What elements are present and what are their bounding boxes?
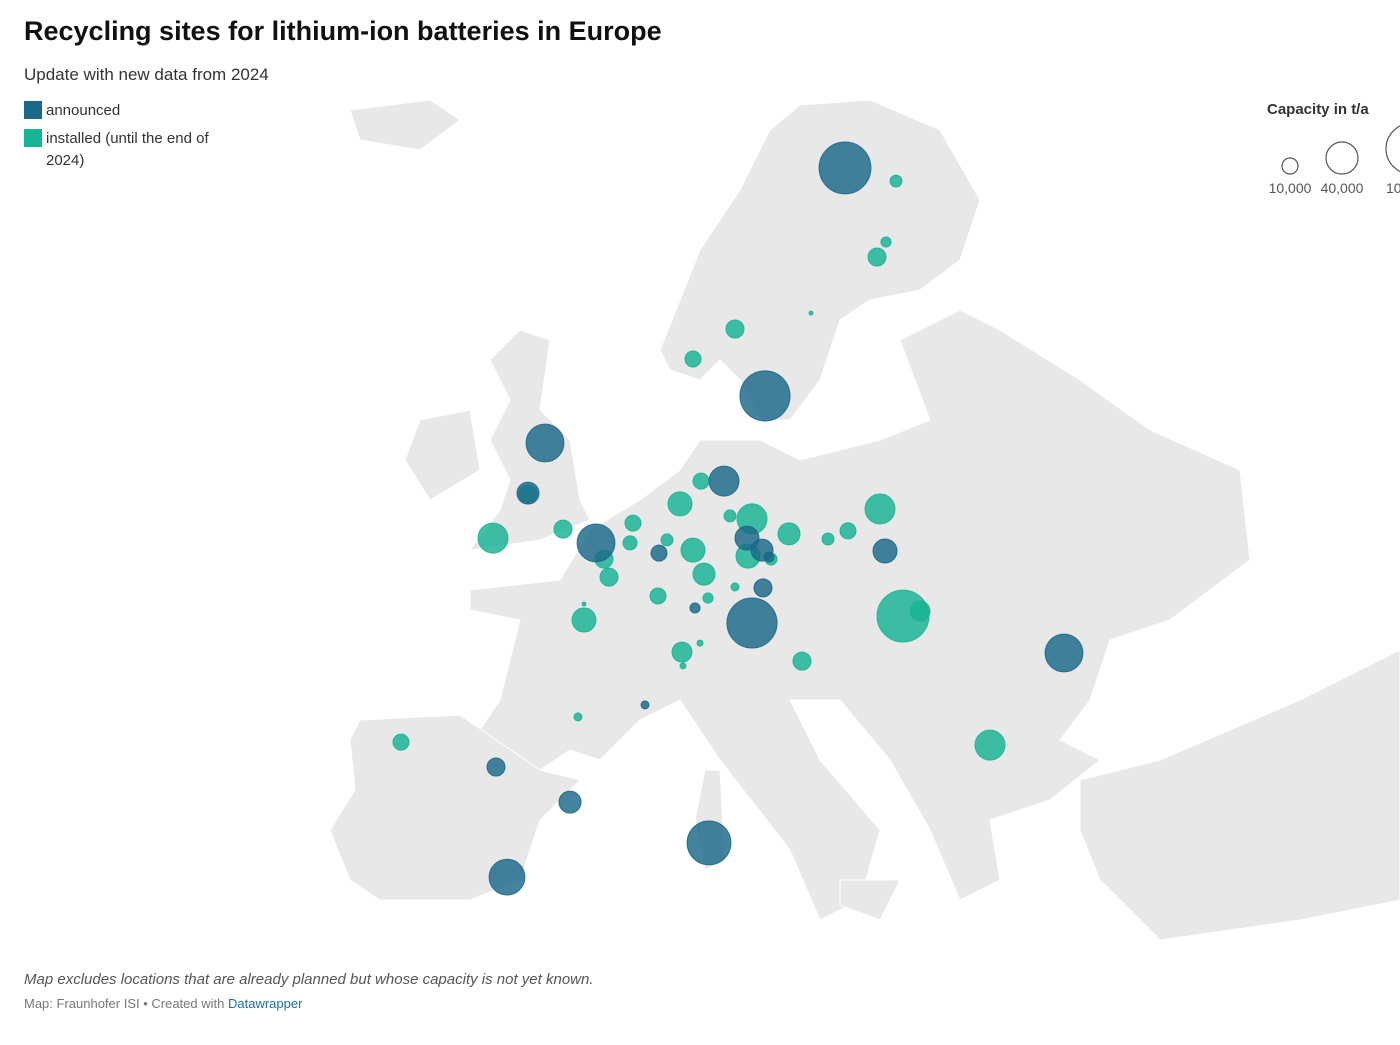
land-anatolia (1079, 649, 1400, 941)
subtitle: Update with new data from 2024 (24, 65, 269, 84)
source-link[interactable]: Datawrapper (228, 996, 303, 1011)
site-bubble (821, 532, 835, 546)
site-bubble (689, 602, 701, 614)
legend-label: announced (46, 102, 121, 119)
source-text: Map: Fraunhofer ISI • Created with (24, 996, 225, 1011)
site-bubble (763, 551, 775, 563)
land-iberia (329, 714, 581, 901)
site-bubble (723, 509, 737, 523)
size-legend-label: 10,000 (1269, 180, 1312, 196)
site-bubble (792, 651, 812, 671)
site-bubble (486, 757, 506, 777)
legend-swatch (24, 101, 42, 119)
title: Recycling sites for lithium-ion batterie… (24, 16, 662, 46)
site-bubble (692, 562, 716, 586)
legend-item: installed (until the end of 2024) (24, 128, 224, 172)
site-bubble (488, 858, 526, 896)
site-bubble (516, 481, 540, 505)
site-bubble (680, 537, 706, 563)
land-sicily (839, 879, 901, 921)
land-continent (469, 309, 1251, 921)
site-bubble (867, 247, 887, 267)
site-bubble (622, 535, 638, 551)
site-bubble (889, 174, 903, 188)
site-bubble (1044, 633, 1084, 673)
site-bubble (650, 544, 668, 562)
legend-item: announced (24, 100, 224, 122)
legend-swatch (24, 129, 42, 147)
site-bubble (581, 601, 587, 607)
land-ireland (404, 409, 481, 501)
site-bubble (553, 519, 573, 539)
site-bubble (739, 370, 791, 422)
size-legend-label: 100,000 (1386, 180, 1400, 196)
site-bubble (872, 538, 898, 564)
size-legend-circle (1281, 157, 1299, 175)
site-bubble (392, 733, 410, 751)
site-bubble (777, 522, 801, 546)
size-legend-label: 40,000 (1321, 180, 1364, 196)
site-bubble (726, 597, 778, 649)
note: Map excludes locations that are already … (24, 971, 594, 988)
source: Map: Fraunhofer ISI • Created with Dataw… (24, 996, 302, 1011)
site-bubble (880, 236, 892, 248)
legend-label: installed (until the end of 2024) (46, 130, 209, 169)
site-bubble (692, 472, 710, 490)
site-bubble (974, 729, 1006, 761)
site-bubble (649, 587, 667, 605)
site-bubble (686, 820, 732, 866)
site-bubble (696, 639, 704, 647)
land (329, 99, 1400, 941)
site-bubble (725, 319, 745, 339)
site-bubble (660, 533, 674, 547)
site-bubble (558, 790, 582, 814)
site-bubble (667, 491, 693, 517)
site-bubble (573, 712, 583, 722)
site-bubble (864, 493, 896, 525)
site-bubble (753, 578, 773, 598)
site-bubble (624, 514, 642, 532)
site-bubble (571, 607, 597, 633)
site-bubble (818, 141, 872, 195)
site-bubble (808, 310, 814, 316)
site-bubble (525, 423, 565, 463)
site-bubble (684, 350, 702, 368)
site-bubble (708, 465, 740, 497)
bubbles (392, 141, 1084, 896)
size-legend: Capacity in t/a 10,000 40,000 100,000 (1267, 101, 1400, 196)
land-iceland (349, 99, 461, 151)
site-bubble (576, 523, 616, 563)
size-legend-circle (1385, 125, 1400, 172)
site-bubble (671, 641, 693, 663)
site-bubble (477, 522, 509, 554)
site-bubble (730, 582, 740, 592)
site-bubble (702, 592, 714, 604)
size-legend-circle (1325, 141, 1359, 175)
site-bubble (599, 567, 619, 587)
site-bubble (640, 700, 650, 710)
site-bubble (909, 600, 931, 622)
legend: announced installed (until the end of 202… (24, 100, 224, 178)
site-bubble (679, 662, 687, 670)
site-bubble (839, 522, 857, 540)
size-legend-title: Capacity in t/a (1267, 101, 1369, 118)
